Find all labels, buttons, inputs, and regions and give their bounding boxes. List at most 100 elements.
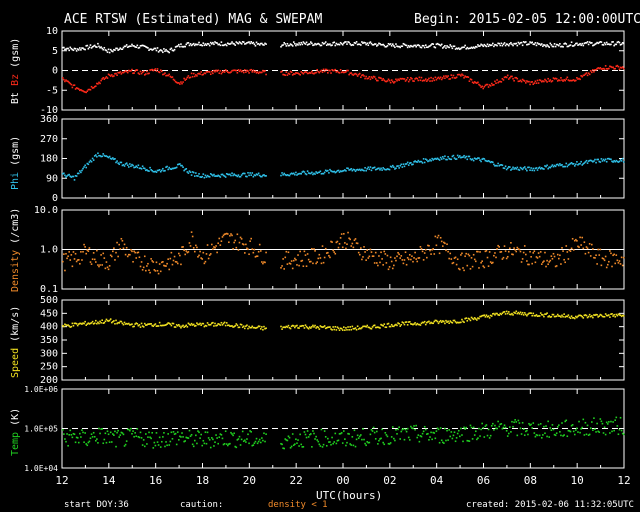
point-phi-21-13 (427, 160, 429, 163)
point-speed-27-3 (556, 313, 559, 316)
point-density-18-15 (358, 253, 361, 256)
point-density-20-5 (395, 259, 397, 262)
point-density-18-5 (348, 237, 350, 240)
point-speed-9-5 (172, 322, 175, 325)
point-temp-12-7 (209, 446, 212, 449)
point-bt-21-12 (426, 46, 428, 49)
point-speed-26-3 (533, 314, 536, 317)
point-speed-20-7 (397, 322, 399, 324)
point-bt-20-3 (393, 45, 395, 47)
point-bz-15-18 (291, 74, 294, 76)
point-bz-26-18 (549, 79, 552, 81)
point-bz-23-12 (472, 82, 475, 84)
point-density-18-17 (361, 258, 363, 261)
point-speed-23-9 (469, 319, 472, 322)
point-temp-29-2 (602, 432, 605, 434)
point-bz-15-13 (286, 74, 289, 76)
point-density-25-12 (519, 250, 522, 253)
point-temp-29-14 (615, 416, 618, 419)
point-temp-12-20 (223, 442, 226, 445)
point-bt-15-8 (281, 44, 283, 47)
point-speed-28-9 (586, 316, 589, 319)
point-speed-8-3 (158, 321, 161, 324)
point-phi-23-15 (476, 158, 478, 160)
point-density-12-20 (223, 233, 226, 236)
point-phi-23-2 (462, 156, 464, 158)
point-speed-13-3 (229, 325, 231, 327)
point-phi-9-3 (170, 168, 173, 171)
point-speed-12-3 (205, 325, 208, 327)
point-density-26-10 (540, 263, 543, 265)
point-temp-17-4 (323, 430, 326, 432)
point-bt-17-0 (319, 44, 322, 47)
point-speed-0-1 (63, 325, 65, 328)
point-temp-9-2 (169, 440, 172, 443)
point-temp-17-10 (330, 443, 332, 446)
point-phi-8-4 (159, 170, 162, 173)
point-bt-21-7 (420, 46, 423, 49)
point-bt-28-15 (593, 44, 595, 46)
xtick-label-2: 16 (149, 474, 162, 487)
point-density-25-2 (509, 247, 511, 250)
point-speed-11-3 (193, 325, 196, 327)
point-bz-3-0 (97, 83, 99, 85)
point-bz-10-7 (186, 76, 189, 79)
point-density-12-9 (212, 248, 214, 250)
point-bt-27-11 (565, 43, 568, 45)
point-phi-23-16 (477, 157, 479, 159)
point-density-26-2 (532, 252, 535, 254)
point-temp-16-4 (300, 443, 303, 446)
point-bz-0-4 (66, 80, 68, 82)
point-speed-24-6 (489, 314, 492, 317)
point-phi-17-10 (330, 170, 332, 172)
point-temp-16-19 (316, 439, 318, 441)
point-phi-23-12 (472, 159, 475, 162)
point-bz-7-10 (154, 68, 157, 70)
point-temp-24-17 (501, 427, 504, 430)
point-bt-11-1 (191, 43, 194, 46)
point-bt-12-12 (215, 41, 217, 44)
point-phi-5-5 (125, 162, 128, 165)
point-speed-20-15 (405, 321, 408, 323)
point-bt-19-6 (372, 44, 375, 46)
point-bt-19-20 (387, 42, 390, 45)
point-temp-0-6 (68, 434, 70, 436)
point-bz-23-17 (478, 83, 480, 86)
point-phi-28-6 (583, 162, 586, 164)
point-bt-14-2 (251, 42, 254, 45)
point-bt-24-19 (503, 42, 506, 44)
point-phi-12-3 (205, 176, 208, 178)
point-phi-24-4 (487, 159, 490, 162)
point-density-18-20 (364, 251, 366, 253)
point-density-24-16 (500, 251, 503, 253)
point-speed-19-10 (377, 326, 379, 328)
point-density-19-15 (382, 264, 384, 266)
point-phi-18-13 (356, 168, 359, 171)
point-speed-13-13 (239, 323, 242, 326)
point-bz-6-0 (132, 72, 134, 75)
point-density-28-4 (581, 236, 584, 239)
point-density-8-7 (163, 264, 165, 267)
point-bt-21-6 (419, 46, 422, 49)
point-bt-19-7 (373, 43, 376, 45)
point-speed-15-16 (289, 327, 292, 330)
point-phi-27-1 (554, 165, 557, 168)
point-density-15-21 (295, 259, 297, 261)
point-bt-22-8 (445, 47, 447, 49)
point-phi-15-12 (285, 174, 288, 177)
point-density-6-9 (141, 269, 144, 271)
point-temp-22-19 (456, 432, 459, 435)
point-bz-11-5 (196, 75, 198, 77)
point-phi-28-7 (584, 161, 587, 163)
point-phi-19-4 (370, 169, 373, 172)
point-phi-25-5 (512, 166, 514, 169)
point-temp-24-7 (490, 424, 493, 427)
point-temp-21-15 (429, 436, 431, 438)
point-density-13-15 (241, 243, 244, 245)
point-speed-15-18 (291, 324, 294, 327)
point-temp-28-12 (589, 427, 592, 429)
point-bt-14-8 (257, 42, 260, 45)
point-bz-3-8 (105, 76, 108, 78)
point-phi-4-5 (114, 158, 116, 160)
point-phi-13-11 (237, 174, 240, 176)
